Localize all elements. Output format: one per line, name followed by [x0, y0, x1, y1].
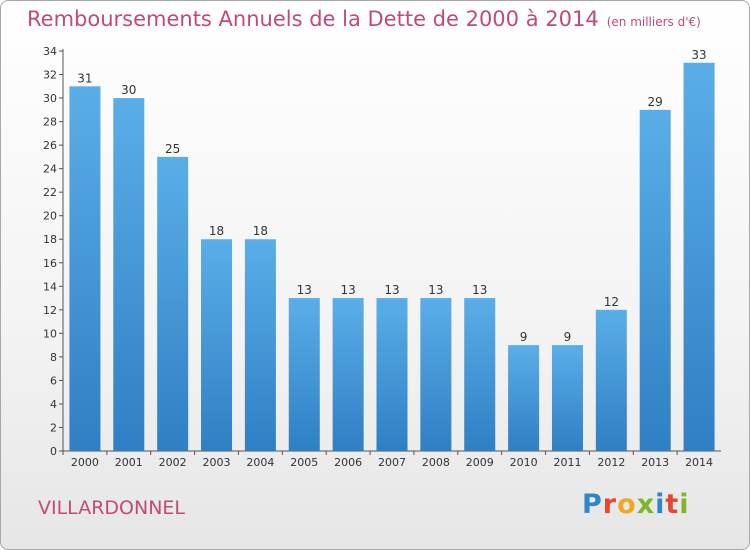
y-tick-label: 12	[43, 304, 57, 317]
y-tick-label: 26	[43, 139, 57, 152]
logo-letter: r	[602, 489, 618, 520]
y-tick-label: 4	[50, 398, 57, 411]
bar	[201, 239, 233, 451]
bar	[551, 345, 583, 451]
bar	[508, 345, 540, 451]
x-tick-label: 2009	[466, 456, 494, 469]
y-tick-label: 10	[43, 327, 57, 340]
y-tick-label: 8	[50, 351, 57, 364]
x-tick-label: 2000	[71, 456, 99, 469]
y-tick-label: 32	[43, 69, 57, 82]
logo-letter: t	[665, 489, 680, 520]
x-tick-label: 2007	[378, 456, 406, 469]
bar-value-label: 13	[472, 283, 487, 297]
x-axis: 2000 2001 2002 2003 2004 2005 2006 2007 2008 2009…	[62, 450, 721, 469]
x-tick-label: 2012	[597, 456, 625, 469]
y-tick-label: 18	[43, 233, 57, 246]
x-tick-label: 2001	[115, 456, 143, 469]
bar-value-label: 13	[384, 283, 399, 297]
bar-value-label: 30	[121, 83, 136, 97]
x-tick-label: 2013	[641, 456, 669, 469]
x-tick-label: 2008	[422, 456, 450, 469]
x-tick-label: 2014	[685, 456, 713, 469]
bar	[113, 98, 145, 451]
bar-value-label: 18	[209, 224, 224, 238]
proxiti-logo: Proxiti	[582, 489, 690, 520]
logo-letter: P	[582, 489, 603, 520]
bar	[420, 298, 452, 451]
y-tick-label: 14	[43, 280, 57, 293]
y-tick-label: 6	[50, 374, 57, 387]
y-tick-label: 24	[43, 163, 57, 176]
bar-value-label: 13	[340, 283, 355, 297]
bar-value-label: 13	[297, 283, 312, 297]
bar-value-label: 12	[604, 295, 619, 309]
y-tick-label: 28	[43, 116, 57, 129]
chart-title-text: Remboursements Annuels de la Dette de 20…	[27, 7, 599, 31]
logo-letter: x	[636, 489, 656, 520]
bar-value-label: 31	[77, 71, 92, 85]
bar-value-label: 29	[648, 95, 663, 109]
logo-letter: i	[679, 489, 690, 520]
bar	[639, 109, 671, 451]
bar	[595, 309, 627, 451]
logo-letter: o	[617, 489, 637, 520]
bar-value-label: 13	[428, 283, 443, 297]
bar	[332, 298, 364, 451]
bar	[683, 62, 715, 451]
y-tick-label: 0	[50, 445, 57, 458]
bar	[464, 298, 496, 451]
x-tick-label: 2003	[203, 456, 231, 469]
x-tick-label: 2010	[510, 456, 538, 469]
y-tick-label: 22	[43, 186, 57, 199]
x-tick-label: 2006	[334, 456, 362, 469]
y-tick-label: 34	[43, 45, 57, 58]
chart-unit: (en milliers d'€)	[606, 15, 701, 29]
bar-value-label: 33	[691, 48, 706, 62]
x-tick-label: 2005	[290, 456, 318, 469]
bar	[69, 86, 101, 451]
bar-value-label: 25	[165, 142, 180, 156]
bar	[157, 156, 189, 451]
bar-value-label: 9	[520, 330, 528, 344]
y-tick-label: 30	[43, 92, 57, 105]
bars: 31 30 25 18 18 13 13 13 13 13 9 9 12 29 33	[69, 48, 715, 451]
x-tick-label: 2011	[553, 456, 581, 469]
y-tick-label: 16	[43, 257, 57, 270]
bar	[376, 298, 408, 451]
bar-value-label: 9	[564, 330, 572, 344]
x-tick-label: 2002	[159, 456, 187, 469]
logo-letter: i	[655, 489, 666, 520]
bar	[288, 298, 320, 451]
y-tick-label: 2	[50, 421, 57, 434]
x-tick-label: 2004	[246, 456, 274, 469]
chart-title: Remboursements Annuels de la Dette de 20…	[27, 7, 701, 31]
bar	[244, 239, 276, 451]
bar-value-label: 18	[253, 224, 268, 238]
commune-name: VILLARDONNEL	[38, 497, 186, 519]
y-tick-label: 20	[43, 210, 57, 223]
